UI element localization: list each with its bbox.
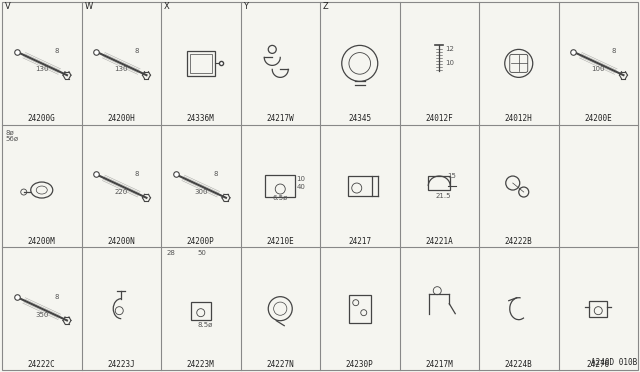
Text: X: X [164, 2, 170, 11]
Text: 130: 130 [115, 66, 128, 73]
Text: 24230P: 24230P [346, 359, 374, 369]
Text: 24276: 24276 [587, 359, 610, 369]
Bar [428, 176, 451, 190]
Bar [348, 176, 372, 196]
Text: 24217W: 24217W [266, 114, 294, 123]
Text: 24200E: 24200E [584, 114, 612, 123]
Text: 28: 28 [167, 250, 176, 256]
Text: 24222C: 24222C [28, 359, 56, 369]
Text: 6.5ø: 6.5ø [273, 195, 288, 201]
Text: 24217M: 24217M [426, 359, 453, 369]
Bar [189, 54, 212, 73]
Text: 24224B: 24224B [505, 359, 532, 369]
Text: A240D 010B: A240D 010B [591, 358, 637, 367]
Text: 8: 8 [611, 48, 616, 54]
Text: 24217: 24217 [348, 237, 371, 246]
Text: 8: 8 [54, 48, 59, 54]
Text: 8: 8 [134, 171, 139, 177]
Text: 12: 12 [445, 46, 454, 52]
Text: 8: 8 [214, 171, 218, 177]
Bar [265, 175, 295, 197]
Text: 8ø: 8ø [5, 130, 13, 136]
Text: 24221A: 24221A [426, 237, 453, 246]
Bar [589, 301, 607, 317]
Text: 40: 40 [296, 184, 305, 190]
Text: 15: 15 [447, 173, 456, 179]
Text: 8.5ø: 8.5ø [198, 322, 213, 328]
Text: 350: 350 [35, 312, 49, 318]
Text: 10: 10 [296, 176, 305, 182]
Text: 24012H: 24012H [505, 114, 532, 123]
Text: 24200M: 24200M [28, 237, 56, 246]
Text: 24223M: 24223M [187, 359, 214, 369]
Text: 50: 50 [198, 250, 207, 256]
Text: 100: 100 [591, 66, 605, 73]
Text: 24336M: 24336M [187, 114, 214, 123]
Text: 10: 10 [445, 60, 454, 66]
Bar [187, 51, 215, 76]
Text: 24200N: 24200N [108, 237, 135, 246]
Bar [191, 302, 211, 320]
Text: 24012F: 24012F [426, 114, 453, 123]
Text: 220: 220 [115, 189, 128, 195]
Text: 56ø: 56ø [5, 136, 18, 142]
Text: 24227N: 24227N [266, 359, 294, 369]
Text: 24345: 24345 [348, 114, 371, 123]
Text: V: V [5, 2, 11, 11]
Text: Y: Y [243, 2, 248, 11]
Text: 24210E: 24210E [266, 237, 294, 246]
Text: Z: Z [323, 2, 329, 11]
Text: 24200G: 24200G [28, 114, 56, 123]
Text: 8: 8 [54, 294, 59, 299]
Text: 24200H: 24200H [108, 114, 135, 123]
Text: 24223J: 24223J [108, 359, 135, 369]
Text: 24222B: 24222B [505, 237, 532, 246]
Bar [349, 295, 371, 323]
Text: 300: 300 [194, 189, 207, 195]
Text: 8: 8 [134, 48, 139, 54]
Text: W: W [84, 2, 93, 11]
Text: 21.5: 21.5 [435, 193, 451, 199]
Text: 24200P: 24200P [187, 237, 214, 246]
Text: 130: 130 [35, 66, 49, 73]
